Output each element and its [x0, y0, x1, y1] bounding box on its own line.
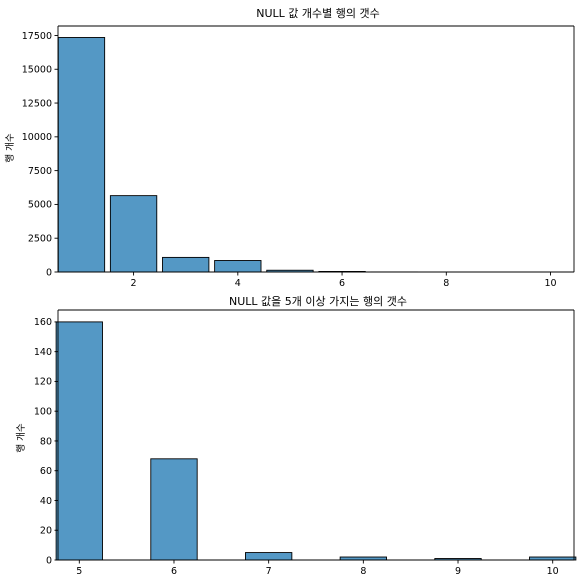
chart-title: NULL 값 개수별 행의 갯수 [256, 7, 379, 20]
y-tick-label: 17500 [22, 31, 52, 42]
bar-5 [56, 322, 102, 560]
x-tick-label: 8 [443, 278, 449, 289]
y-tick-label: 5000 [28, 200, 52, 211]
x-tick-label: 4 [235, 278, 241, 289]
bar-4 [215, 261, 261, 272]
y-tick-label: 2500 [28, 234, 52, 245]
x-tick-label: 6 [339, 278, 345, 289]
chart-null-count-per-row: NULL 값 개수별 행의 갯수 행 개수 2 4 6 8 10 0 2500 5000 750… [4, 7, 574, 289]
x-tick-label: 6 [171, 566, 177, 577]
y-axis-label: 행 개수 [15, 423, 27, 452]
y-tick-label: 40 [40, 496, 52, 507]
y-tick-label: 100 [34, 406, 52, 417]
x-tick-label: 9 [455, 566, 461, 577]
bar-2 [110, 196, 156, 272]
x-tick-label: 8 [360, 566, 366, 577]
y-tick-label: 15000 [22, 65, 52, 76]
y-tick-label: 0 [46, 267, 52, 278]
bar-6 [151, 459, 197, 560]
y-tick-label: 7500 [28, 166, 52, 177]
y-tick-label: 20 [40, 526, 52, 537]
bar-7 [245, 553, 291, 560]
bar-1 [58, 37, 104, 272]
y-tick-label: 12500 [22, 98, 52, 109]
y-tick-label: 10000 [22, 132, 52, 143]
y-tick-label: 60 [40, 466, 52, 477]
bar-3 [163, 257, 209, 272]
y-axis-label: 행 개수 [4, 133, 16, 162]
x-tick-label: 2 [131, 278, 137, 289]
y-tick-label: 0 [46, 555, 52, 566]
x-tick-label: 10 [547, 566, 559, 577]
chart-null-5plus-rows: NULL 값을 5개 이상 가지는 행의 갯수 행 개수 5 6 7 8 9 100204… [15, 295, 576, 577]
x-tick-label: 5 [76, 566, 82, 577]
y-tick-label: 160 [34, 317, 52, 328]
y-tick-label: 120 [34, 377, 52, 388]
y-tick-label: 80 [40, 436, 52, 447]
y-tick-label: 140 [34, 347, 52, 358]
x-tick-label: 7 [266, 566, 272, 577]
x-tick-label: 10 [544, 278, 556, 289]
chart-title: NULL 값을 5개 이상 가지는 행의 갯수 [229, 295, 407, 308]
